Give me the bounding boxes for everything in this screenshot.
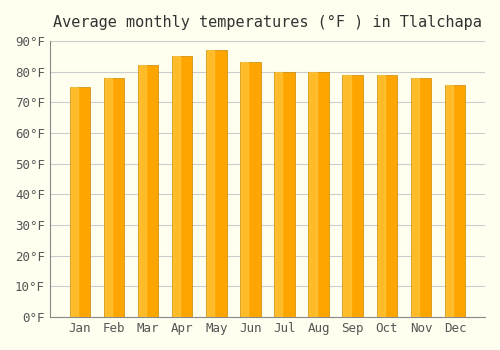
Bar [206, 50, 227, 317]
Bar [139, 65, 146, 317]
Title: Average monthly temperatures (°F ) in Tlalchapa: Average monthly temperatures (°F ) in Tl… [53, 15, 482, 30]
Bar [446, 85, 453, 317]
Bar [104, 78, 124, 317]
Bar [308, 72, 329, 317]
Bar [344, 75, 350, 317]
Bar [412, 78, 419, 317]
Bar [173, 56, 180, 317]
Bar [240, 62, 260, 317]
Bar [241, 62, 248, 317]
Bar [376, 75, 397, 317]
Bar [207, 50, 214, 317]
Bar [310, 72, 316, 317]
Bar [70, 87, 78, 317]
Bar [410, 78, 431, 317]
Bar [138, 65, 158, 317]
Bar [172, 56, 193, 317]
Bar [105, 78, 112, 317]
Bar [274, 72, 294, 317]
Bar [445, 85, 465, 317]
Bar [276, 72, 282, 317]
Bar [342, 75, 363, 317]
Bar [378, 75, 384, 317]
Bar [70, 87, 90, 317]
